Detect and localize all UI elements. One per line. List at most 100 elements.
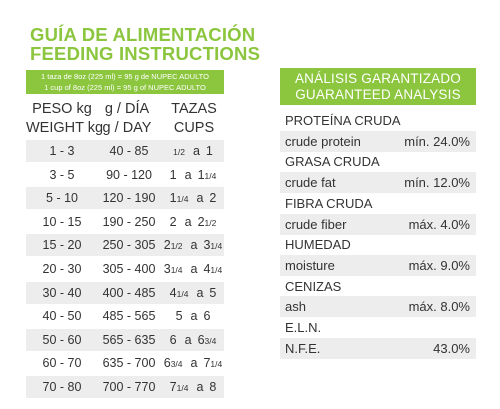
cups-to-whole: 2 (209, 191, 217, 206)
cups-from-fraction: 1/4 (176, 383, 189, 393)
banner-line-es: 1 taza de 8oz (225 ml) = 95 g de NUPEC A… (41, 72, 209, 81)
analysis-value: mín. 12.0% (404, 175, 470, 191)
feeding-cups-cell: 71/4 a 8 (160, 376, 226, 398)
cups-to-fraction: 1/4 (210, 359, 223, 370)
feeding-gday-cell: 90 - 120 (106, 167, 152, 182)
cups-to-whole: 6 (197, 332, 205, 347)
cups-separator: a (184, 332, 192, 347)
cups-separator: a (190, 238, 198, 253)
header-weight: PESO kg WEIGHT kg (26, 100, 103, 138)
analysis-row: N.F.E. 43.0% (280, 337, 476, 359)
feeding-gday-cell: 700 - 770 (102, 380, 156, 394)
feeding-cups-cell: 63/4 a 71/4 (160, 352, 226, 374)
analysis-row: FIBRA CRUDA (280, 193, 476, 214)
feeding-gday-cell: 120 - 190 (102, 191, 156, 206)
cups-to-whole: 3 (203, 238, 211, 253)
analysis-row: CENIZAS (280, 276, 476, 297)
cups-from-fraction: 1/4 (170, 265, 183, 275)
cups-separator: a (196, 191, 204, 206)
cups-to-whole: 4 (203, 262, 211, 276)
feeding-gday-cell: 565 - 635 (102, 332, 156, 347)
analysis-header-es: ANÁLISIS GARANTIZADO (294, 71, 462, 86)
feeding-cups-cell: 6 a 63/4 (160, 329, 226, 351)
feeding-cups-cell: 11/4 a 2 (160, 187, 226, 209)
cups-to-whole: 1 (197, 167, 205, 182)
feeding-weight-cell: 60 - 70 (42, 356, 82, 371)
analysis-row: GRASA CRUDA (280, 151, 476, 172)
feeding-row: 1 - 3 40 - 85 1/2 a 1 (26, 140, 224, 162)
analysis-label: crude fat (285, 175, 336, 191)
cups-from-whole: 2 (163, 238, 171, 253)
cup-equivalence-banner: 1 taza de 8oz (225 ml) = 95 g de NUPEC A… (26, 70, 224, 94)
cups-from-whole: 7 (169, 380, 177, 394)
analysis-label: N.F.E. (285, 340, 321, 356)
analysis-row: crude fat mín. 12.0% (280, 172, 476, 194)
header-gday-es: g / DÍA (104, 101, 150, 117)
cups-separator: a (196, 380, 204, 394)
analysis-value: mín. 24.0% (404, 133, 470, 149)
cups-to-fraction: 3/4 (204, 335, 217, 346)
analysis-row: moisture máx. 9.0% (280, 254, 476, 276)
analysis-row: HUMEDAD (280, 234, 476, 255)
feeding-row: 50 - 60 565 - 635 6 a 63/4 (26, 328, 226, 351)
cups-from-fraction: 1/4 (176, 288, 189, 299)
cups-from-whole: 6 (169, 332, 177, 347)
feeding-row: 10 - 15 190 - 250 2 a 21/2 (26, 211, 224, 233)
cups-to-whole: 8 (209, 380, 217, 394)
analysis-row: PROTEÍNA CRUDA (280, 110, 476, 131)
cups-from-fraction: 1/4 (176, 194, 189, 205)
analysis-header: ANÁLISIS GARANTIZADO GUARANTEED ANALYSIS (280, 68, 476, 105)
feeding-weight-cell: 1 - 3 (49, 144, 75, 158)
header-cups: TAZAS CUPS (160, 100, 228, 138)
feeding-gday-cell: 635 - 700 (102, 356, 156, 371)
feeding-row: 70 - 80 700 - 770 71/4 a 8 (26, 376, 224, 398)
analysis-value: máx. 8.0% (408, 299, 470, 315)
feeding-gday-cell: 190 - 250 (102, 214, 156, 229)
feeding-cups-cell: 1/2 a 1 (160, 140, 226, 162)
feeding-gday-cell: 305 - 400 (102, 262, 156, 276)
analysis-label: ash (285, 299, 306, 315)
feeding-cups-cell: 41/4 a 5 (160, 282, 226, 304)
cups-to-fraction: 1/4 (204, 170, 217, 181)
analysis-header-en: GUARANTEED ANALYSIS (295, 86, 461, 102)
analysis-label: E.L.N. (285, 320, 322, 335)
cups-separator: a (184, 167, 192, 182)
cups-from-fraction: 1/2 (170, 241, 183, 252)
feeding-row: 40 - 50 485 - 565 5 a 6 (26, 305, 224, 327)
cups-separator: a (190, 309, 198, 324)
cups-to-whole: 7 (203, 356, 211, 371)
feeding-cups-cell: 21/2 a 31/4 (160, 234, 226, 256)
analysis-row: ash máx. 8.0% (280, 296, 476, 318)
analysis-label: FIBRA CRUDA (285, 195, 373, 211)
feeding-cups-cell: 31/4 a 41/4 (160, 258, 226, 280)
header-gday: g / DÍA g / DAY (94, 100, 160, 138)
header-gday-en: g / DAY (102, 120, 152, 136)
feeding-weight-cell: 70 - 80 (42, 380, 82, 394)
cups-to-fraction: 1/4 (210, 265, 223, 275)
feeding-row: 5 - 10 120 - 190 11/4 a 2 (26, 187, 226, 210)
cups-from-whole: 6 (163, 356, 171, 371)
feeding-weight-cell: 3 - 5 (49, 167, 75, 182)
banner-line-en: 1 cup of 8oz (225 ml) = 95 g of NUPEC AD… (44, 83, 206, 92)
feeding-gday-cell: 250 - 305 (102, 238, 156, 253)
analysis-value: máx. 4.0% (408, 216, 470, 232)
feeding-cups-cell: 1 a 11/4 (160, 164, 226, 186)
analysis-row: crude protein mín. 24.0% (280, 130, 476, 152)
cups-separator: a (190, 356, 198, 371)
cups-separator: a (184, 214, 192, 229)
feeding-weight-cell: 20 - 30 (42, 262, 82, 276)
feeding-cups-cell: 2 a 21/2 (160, 211, 226, 233)
cups-from-whole: 1 (169, 191, 177, 206)
feeding-weight-cell: 5 - 10 (46, 191, 78, 206)
cups-from-whole: 5 (175, 309, 183, 324)
analysis-row: crude fiber máx. 4.0% (280, 213, 476, 235)
feeding-title-line1: GUÍA DE ALIMENTACIÓN (30, 24, 256, 45)
feeding-weight-cell: 40 - 50 (42, 309, 82, 324)
analysis-label: crude fiber (285, 216, 347, 232)
header-cups-en: CUPS (173, 120, 215, 136)
analysis-label: CENIZAS (285, 278, 342, 294)
feeding-row: 60 - 70 635 - 700 63/4 a 71/4 (26, 352, 224, 374)
cups-separator: a (190, 262, 198, 276)
cups-from-whole: 4 (169, 285, 177, 300)
analysis-label: HUMEDAD (285, 237, 351, 253)
